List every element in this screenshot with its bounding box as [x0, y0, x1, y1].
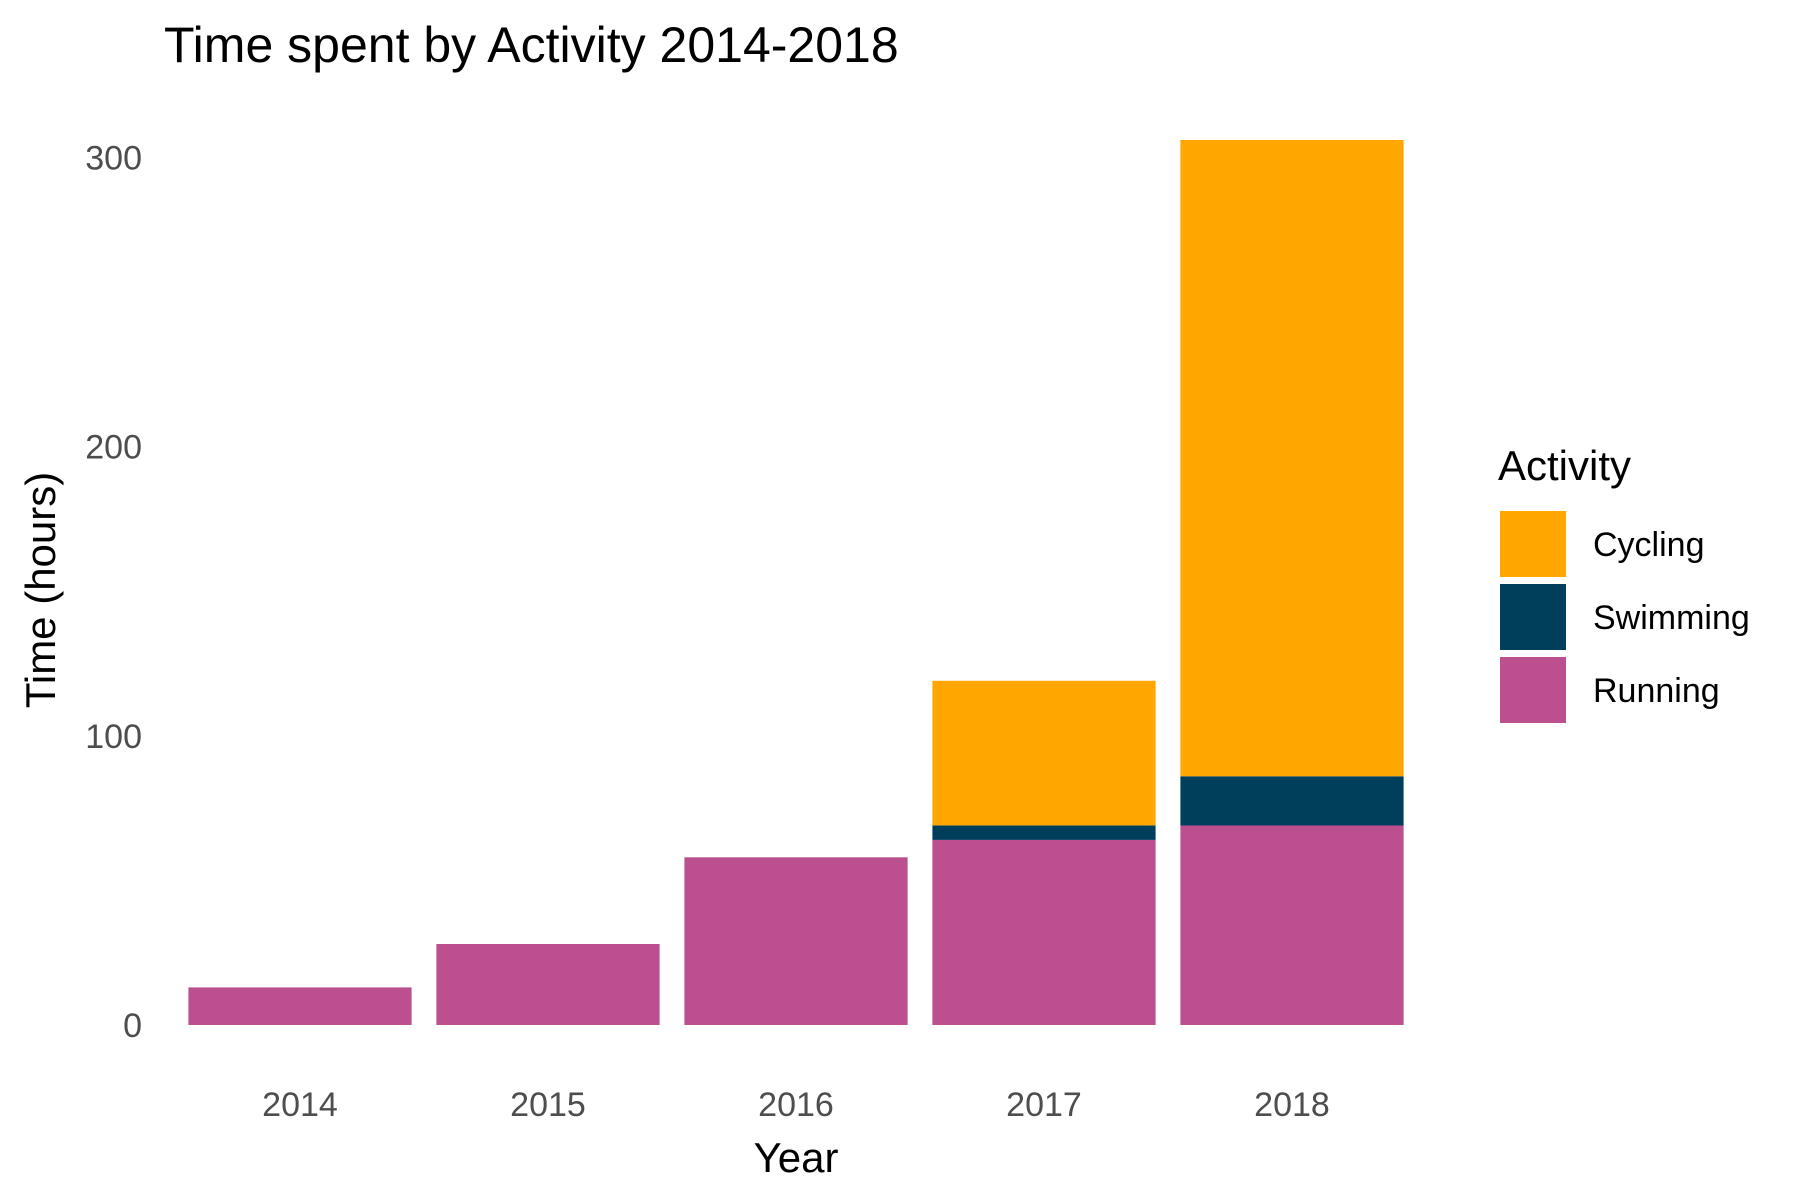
bar-swimming-2018: [1180, 776, 1404, 826]
y-tick-label-100: 100: [85, 718, 142, 756]
y-tick-label-0: 0: [123, 1007, 142, 1045]
x-tick-label-2015: 2015: [510, 1086, 586, 1124]
legend-label-cycling: Cycling: [1593, 526, 1704, 564]
bar-running-2016: [684, 857, 908, 1025]
legend-label-running: Running: [1593, 672, 1720, 710]
legend-title: Activity: [1498, 442, 1631, 489]
x-axis-ticks: 2014 2015 2016 2017 2018: [262, 1086, 1330, 1124]
bar-cycling-2018: [1180, 140, 1404, 777]
chart-title: Time spent by Activity 2014-2018: [164, 17, 899, 73]
legend-items: Cycling Swimming Running: [1500, 511, 1750, 723]
x-tick-label-2016: 2016: [758, 1086, 834, 1124]
legend: Activity Cycling Swimming Running: [1498, 442, 1750, 723]
y-tick-label-300: 300: [85, 139, 142, 177]
x-axis-title: Year: [754, 1134, 839, 1181]
y-axis-ticks: 0 100 200 300: [85, 139, 142, 1045]
bar-cycling-2017: [932, 680, 1156, 826]
plot-area: [188, 140, 1404, 1025]
x-tick-label-2014: 2014: [262, 1086, 338, 1124]
legend-key-running: [1500, 657, 1566, 723]
legend-key-cycling: [1500, 511, 1566, 577]
x-tick-label-2018: 2018: [1254, 1086, 1330, 1124]
x-tick-label-2017: 2017: [1006, 1086, 1082, 1124]
bar-running-2015: [436, 944, 660, 1025]
bar-running-2018: [1180, 825, 1404, 1025]
legend-key-swimming: [1500, 584, 1566, 650]
y-axis-title: Time (hours): [17, 472, 64, 708]
bar-running-2014: [188, 987, 412, 1025]
y-tick-label-200: 200: [85, 429, 142, 467]
legend-label-swimming: Swimming: [1593, 599, 1750, 637]
bar-swimming-2017: [932, 825, 1156, 840]
bar-running-2017: [932, 839, 1156, 1025]
